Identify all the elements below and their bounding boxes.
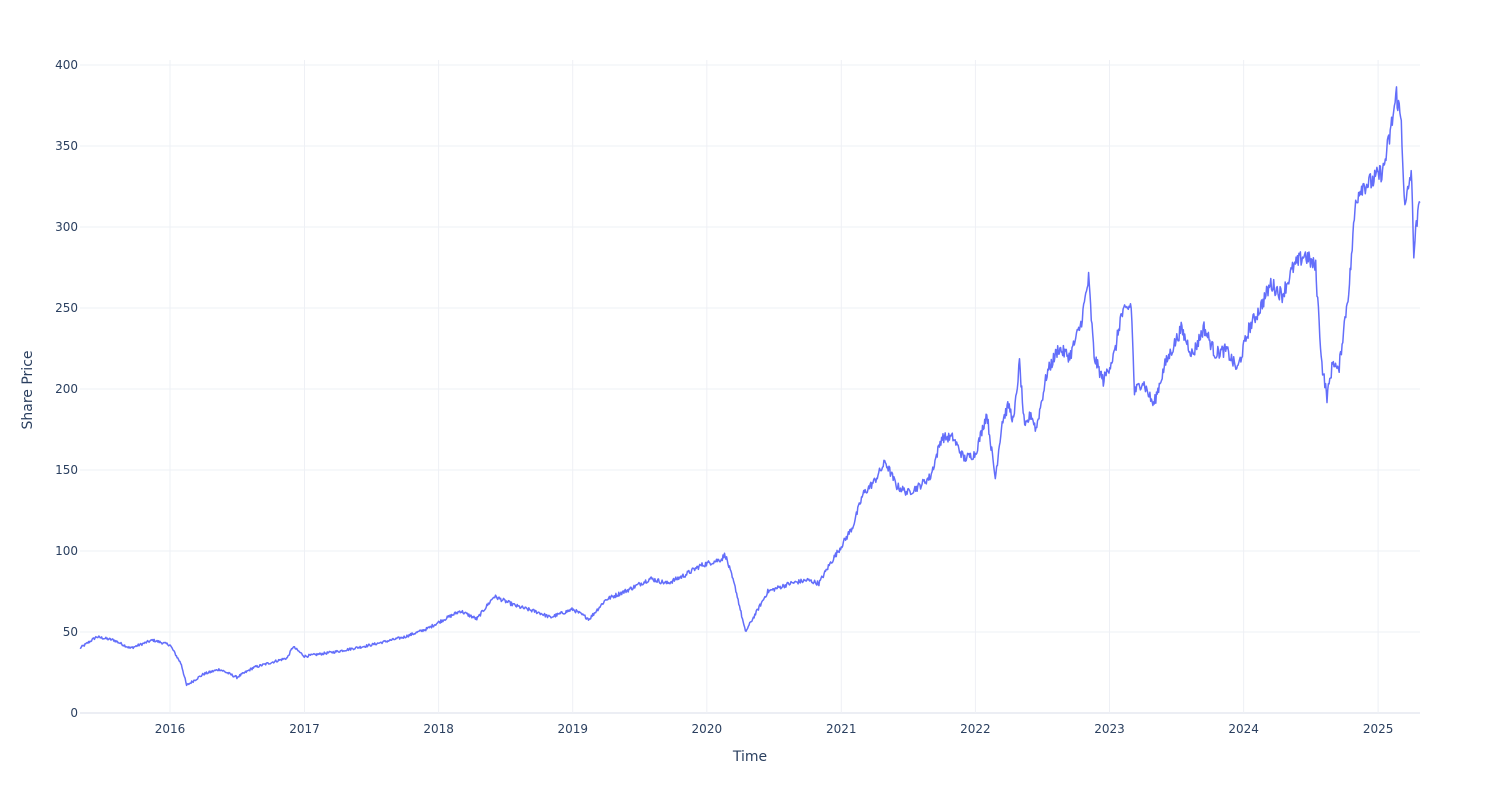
y-tick-label: 100 [55, 544, 78, 558]
x-tick-label: 2018 [423, 722, 454, 736]
y-tick-label: 150 [55, 463, 78, 477]
y-tick-label: 350 [55, 139, 78, 153]
plot-area [79, 86, 1421, 687]
x-tick-label: 2025 [1363, 722, 1394, 736]
x-tick-label: 2023 [1094, 722, 1125, 736]
gridlines [80, 60, 1420, 714]
y-tick-label: 200 [55, 382, 78, 396]
y-axis-ticks: 0 50 100 150 200 250 300 350 400 [55, 58, 78, 720]
y-tick-label: 50 [63, 625, 78, 639]
x-tick-label: 2016 [155, 722, 186, 736]
y-tick-label: 300 [55, 220, 78, 234]
x-tick-label: 2021 [826, 722, 857, 736]
y-axis-title: Share Price [20, 350, 36, 429]
y-tick-label: 250 [55, 301, 78, 315]
share-price-line [79, 86, 1421, 687]
x-tick-label: 2020 [692, 722, 723, 736]
x-axis-ticks: 2016 2017 2018 2019 2020 2021 2022 2023 2024 2025 [155, 722, 1394, 736]
x-tick-label: 2017 [289, 722, 320, 736]
x-axis-title: Time [732, 749, 767, 765]
x-tick-label: 2022 [960, 722, 991, 736]
y-tick-label: 400 [55, 58, 78, 72]
x-tick-label: 2024 [1228, 722, 1259, 736]
y-tick-label: 0 [70, 706, 78, 720]
x-tick-label: 2019 [557, 722, 588, 736]
